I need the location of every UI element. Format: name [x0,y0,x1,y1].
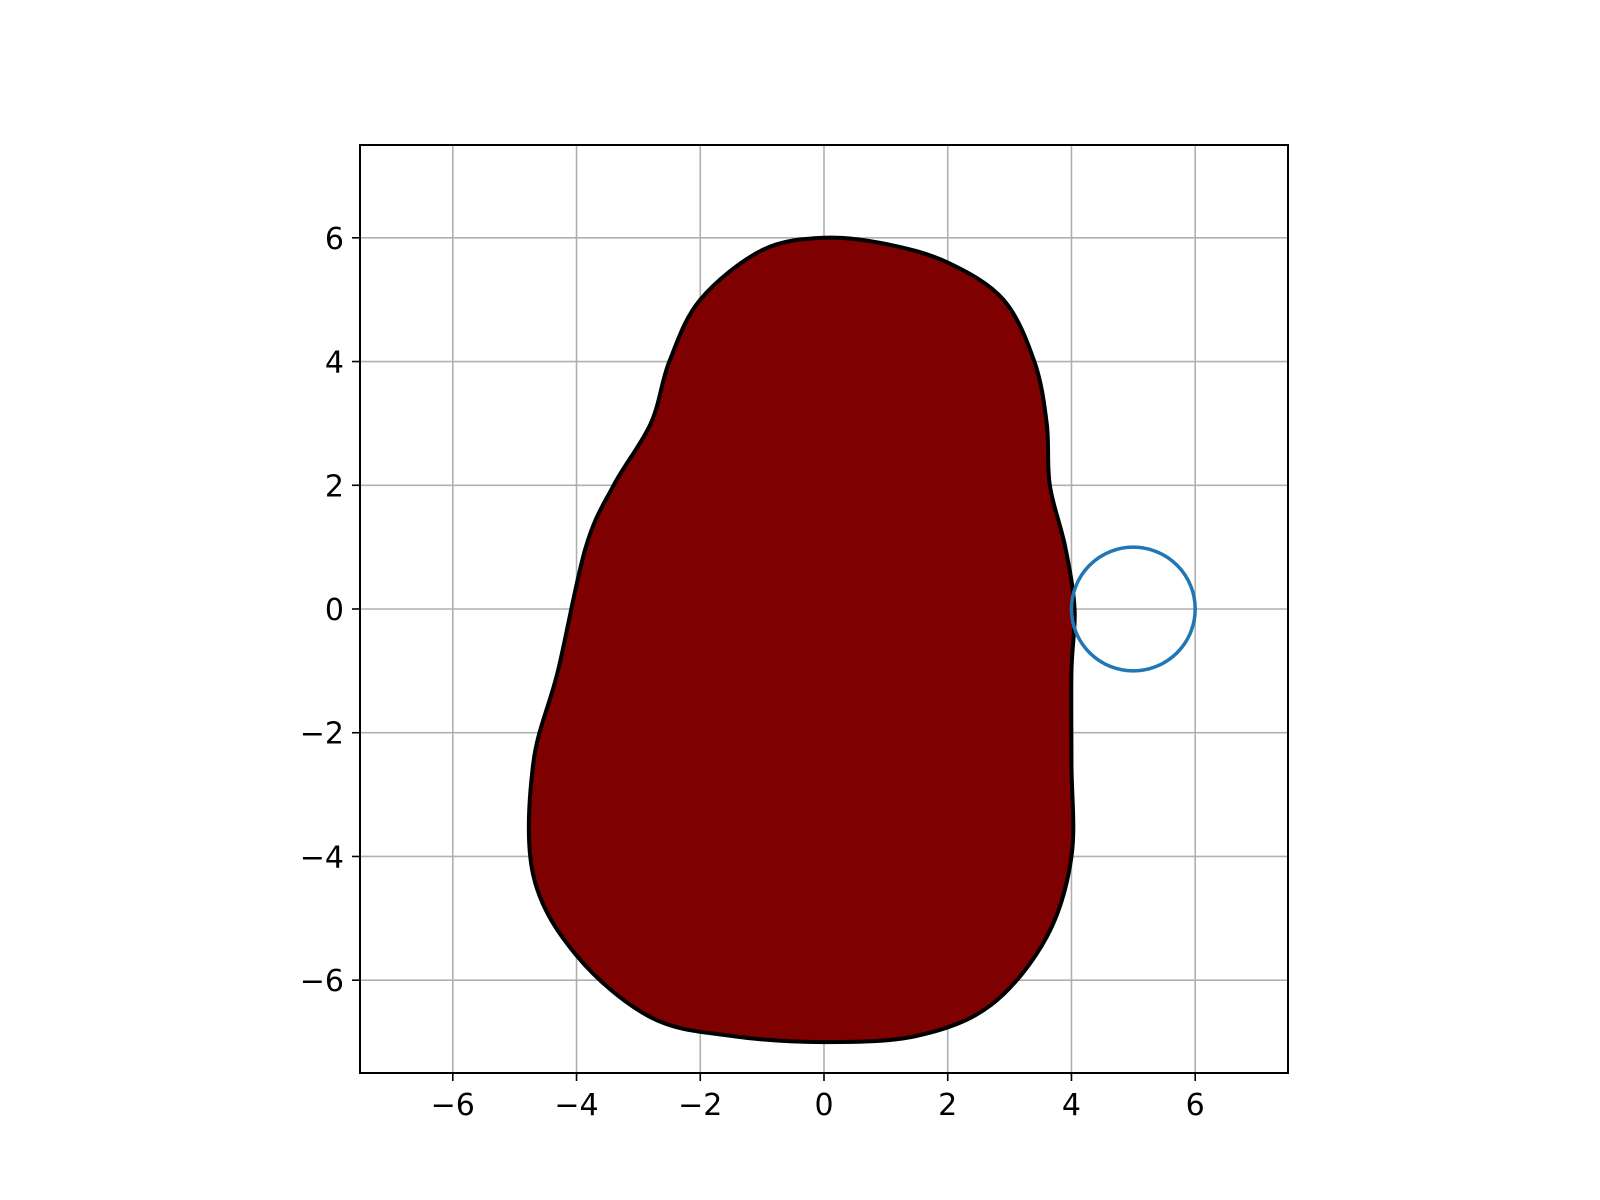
blob-shape [526,235,1077,1045]
x-tick-label: −6 [431,1088,475,1123]
ticks: −6 −4 −2 0 2 4 6 −6 −4 −2 0 2 4 6 [300,222,1205,1123]
x-tick-label: −4 [554,1088,598,1123]
y-tick-label: 4 [325,346,344,381]
x-tick-label: 0 [814,1088,833,1123]
y-tick-label: 6 [325,222,344,257]
circle-marker [1069,545,1197,673]
x-tick-label: 4 [1062,1088,1081,1123]
y-tick-label: 2 [325,469,344,504]
axes: −6 −4 −2 0 2 4 6 −6 −4 −2 0 2 4 6 [300,144,1289,1123]
y-tick-label: −2 [300,717,344,752]
x-tick-label: 6 [1186,1088,1205,1123]
y-tick-label: −6 [300,964,344,999]
x-tick-label: −2 [678,1088,722,1123]
x-tick-label: 2 [938,1088,957,1123]
y-tick-label: 0 [325,593,344,628]
marks [526,235,1197,1045]
y-tick-label: −4 [300,840,344,875]
